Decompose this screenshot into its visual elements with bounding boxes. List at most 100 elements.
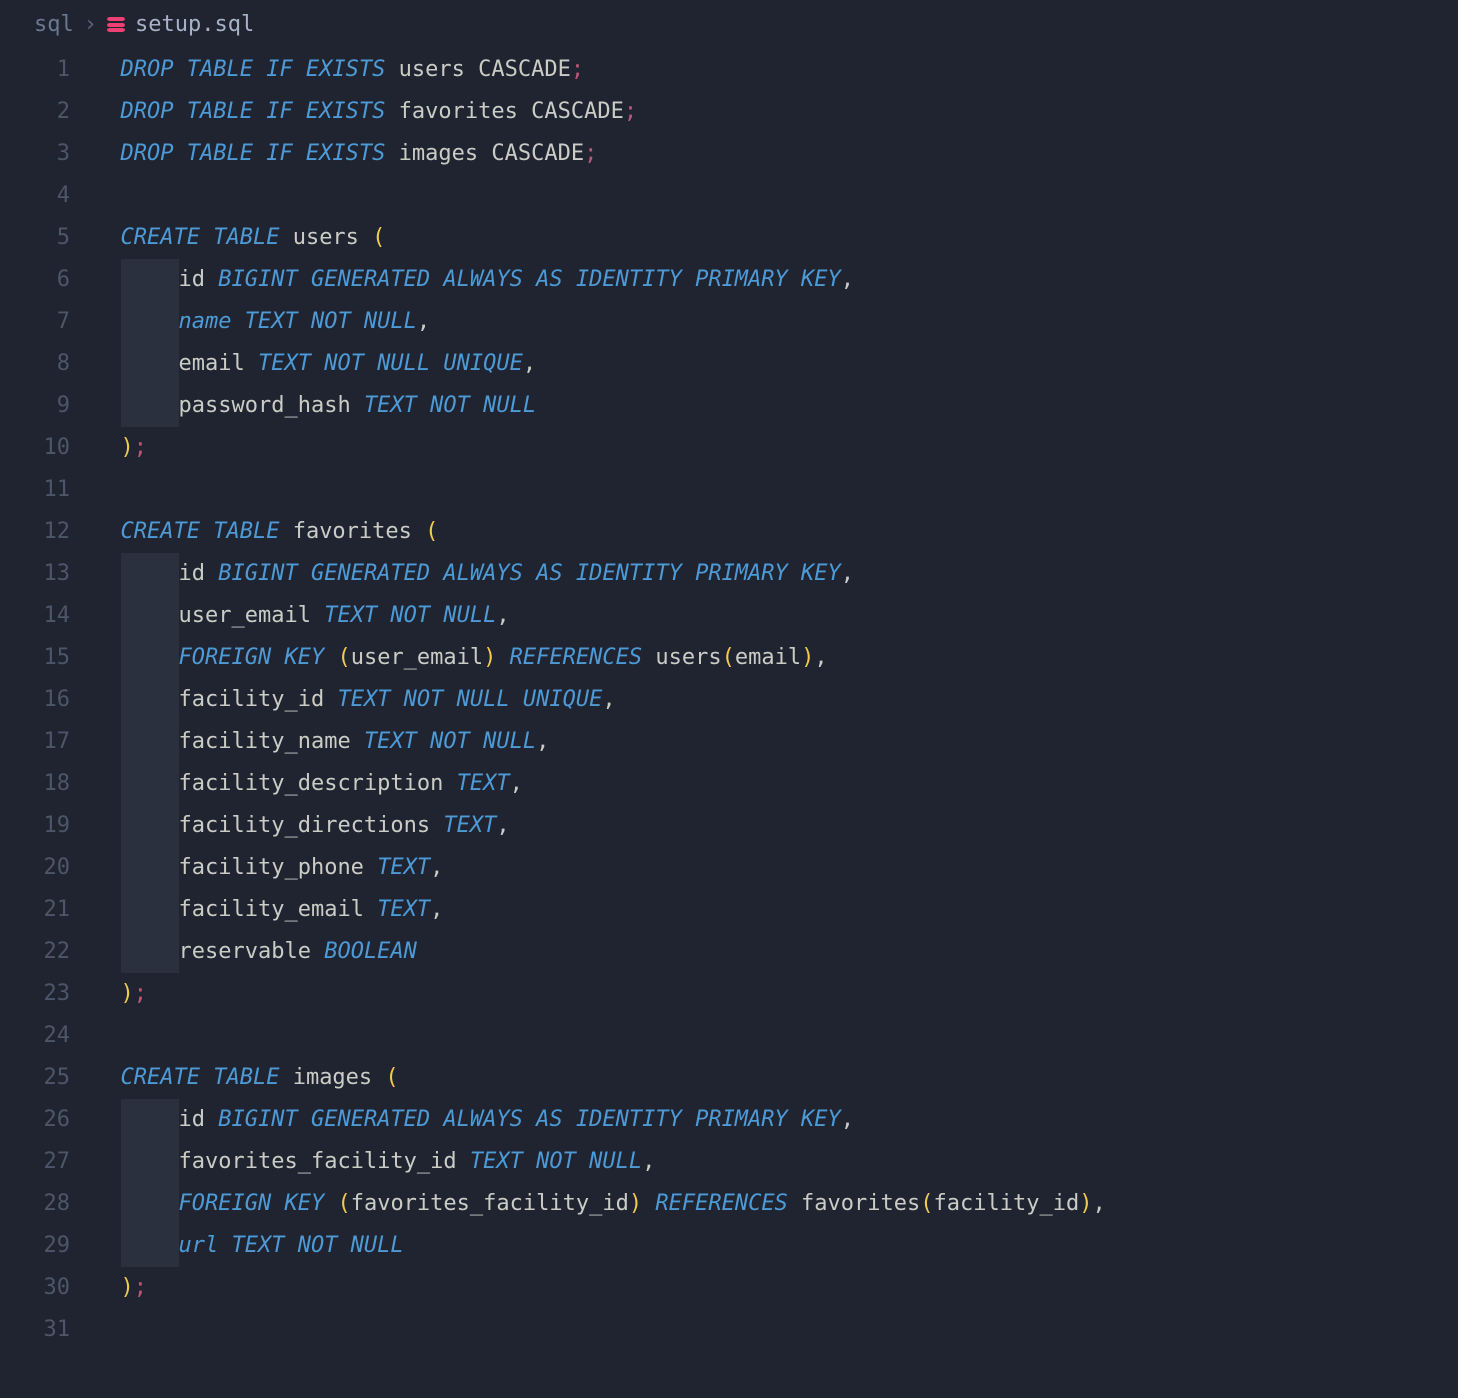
code-line[interactable]: reservable BOOLEAN <box>94 931 1458 973</box>
code-line[interactable]: facility_email TEXT, <box>94 889 1458 931</box>
token: ) <box>121 1267 134 1309</box>
indent-guide <box>121 385 179 427</box>
code-line[interactable]: DROP TABLE IF EXISTS users CASCADE; <box>94 49 1458 91</box>
token: DROP TABLE IF EXISTS <box>121 91 386 133</box>
line-number: 23 <box>0 973 70 1015</box>
line-number: 22 <box>0 931 70 973</box>
line-number: 12 <box>0 511 70 553</box>
line-number: 30 <box>0 1267 70 1309</box>
code-line[interactable]: url TEXT NOT NULL <box>94 1225 1458 1267</box>
code-line[interactable]: password_hash TEXT NOT NULL <box>94 385 1458 427</box>
indent-guide <box>121 1225 179 1267</box>
code-line[interactable]: user_email TEXT NOT NULL, <box>94 595 1458 637</box>
code-line[interactable]: facility_directions TEXT, <box>94 805 1458 847</box>
token: ; <box>584 133 597 175</box>
indent-guide <box>121 805 179 847</box>
code-line[interactable]: DROP TABLE IF EXISTS images CASCADE; <box>94 133 1458 175</box>
token: BIGINT GENERATED ALWAYS AS IDENTITY PRIM… <box>218 1099 841 1141</box>
token: ) <box>1079 1183 1092 1225</box>
token: ( <box>372 217 385 259</box>
code-line[interactable]: CREATE TABLE favorites ( <box>94 511 1458 553</box>
token: users CASCADE <box>385 49 570 91</box>
line-number: 13 <box>0 553 70 595</box>
breadcrumb-filename[interactable]: setup.sql <box>135 8 254 41</box>
token: DROP TABLE IF EXISTS <box>121 49 386 91</box>
token: TEXT <box>377 847 430 889</box>
token: id <box>179 553 219 595</box>
token: , <box>430 847 443 889</box>
line-number: 9 <box>0 385 70 427</box>
token: FOREIGN KEY <box>179 1183 338 1225</box>
indent-guide <box>121 721 179 763</box>
token: reservable <box>179 931 325 973</box>
indent-guide <box>121 595 179 637</box>
line-number: 6 <box>0 259 70 301</box>
token: ; <box>134 1267 147 1309</box>
line-number: 27 <box>0 1141 70 1183</box>
token: , <box>510 763 523 805</box>
code-line[interactable] <box>94 1309 1458 1351</box>
token: , <box>642 1141 655 1183</box>
code-line[interactable]: ); <box>94 1267 1458 1309</box>
line-number: 16 <box>0 679 70 721</box>
token: ; <box>134 973 147 1015</box>
code-line[interactable]: id BIGINT GENERATED ALWAYS AS IDENTITY P… <box>94 259 1458 301</box>
breadcrumb[interactable]: sql › setup.sql <box>0 0 1458 49</box>
indent-guide <box>121 343 179 385</box>
code-line[interactable]: facility_name TEXT NOT NULL, <box>94 721 1458 763</box>
code-line[interactable]: DROP TABLE IF EXISTS favorites CASCADE; <box>94 91 1458 133</box>
token: BIGINT GENERATED ALWAYS AS IDENTITY PRIM… <box>218 553 841 595</box>
line-number: 28 <box>0 1183 70 1225</box>
code-line[interactable]: facility_id TEXT NOT NULL UNIQUE, <box>94 679 1458 721</box>
token: email <box>735 637 801 679</box>
code-line[interactable]: name TEXT NOT NULL, <box>94 301 1458 343</box>
token: email <box>179 343 258 385</box>
indent-guide <box>121 931 179 973</box>
code-line[interactable]: favorites_facility_id TEXT NOT NULL, <box>94 1141 1458 1183</box>
code-content[interactable]: DROP TABLE IF EXISTS users CASCADE; DROP… <box>94 49 1458 1351</box>
line-number: 15 <box>0 637 70 679</box>
code-line[interactable]: FOREIGN KEY (favorites_facility_id) REFE… <box>94 1183 1458 1225</box>
code-line[interactable] <box>94 1015 1458 1057</box>
code-line[interactable]: CREATE TABLE users ( <box>94 217 1458 259</box>
code-line[interactable] <box>94 469 1458 511</box>
token: CREATE TABLE <box>121 511 280 553</box>
token: REFERENCES <box>496 637 642 679</box>
token: favorites <box>788 1183 920 1225</box>
code-line[interactable] <box>94 175 1458 217</box>
token: TEXT NOT NULL UNIQUE <box>337 679 602 721</box>
token: , <box>814 637 827 679</box>
line-number: 17 <box>0 721 70 763</box>
line-number: 21 <box>0 889 70 931</box>
code-line[interactable]: email TEXT NOT NULL UNIQUE, <box>94 343 1458 385</box>
token: ) <box>121 427 134 469</box>
code-line[interactable]: FOREIGN KEY (user_email) REFERENCES user… <box>94 637 1458 679</box>
token: ) <box>483 637 496 679</box>
code-editor[interactable]: 1234567891011121314151617181920212223242… <box>0 49 1458 1351</box>
token: , <box>602 679 615 721</box>
code-line[interactable]: facility_description TEXT, <box>94 763 1458 805</box>
code-line[interactable]: ); <box>94 427 1458 469</box>
indent-guide <box>121 1099 179 1141</box>
line-number: 5 <box>0 217 70 259</box>
token: BIGINT GENERATED ALWAYS AS IDENTITY PRIM… <box>218 259 841 301</box>
token: TEXT <box>377 889 430 931</box>
token: favorites <box>279 511 425 553</box>
code-line[interactable]: id BIGINT GENERATED ALWAYS AS IDENTITY P… <box>94 553 1458 595</box>
chevron-right-icon: › <box>84 8 97 41</box>
line-number: 2 <box>0 91 70 133</box>
token: TEXT <box>457 763 510 805</box>
token: TEXT NOT NULL <box>470 1141 642 1183</box>
code-line[interactable]: ); <box>94 973 1458 1015</box>
code-line[interactable]: id BIGINT GENERATED ALWAYS AS IDENTITY P… <box>94 1099 1458 1141</box>
token: user_email <box>179 595 325 637</box>
code-line[interactable]: facility_phone TEXT, <box>94 847 1458 889</box>
token: , <box>430 889 443 931</box>
token: ; <box>571 49 584 91</box>
line-number: 31 <box>0 1309 70 1351</box>
breadcrumb-folder[interactable]: sql <box>34 8 74 41</box>
line-number: 11 <box>0 469 70 511</box>
code-line[interactable]: CREATE TABLE images ( <box>94 1057 1458 1099</box>
line-number: 24 <box>0 1015 70 1057</box>
line-number: 18 <box>0 763 70 805</box>
